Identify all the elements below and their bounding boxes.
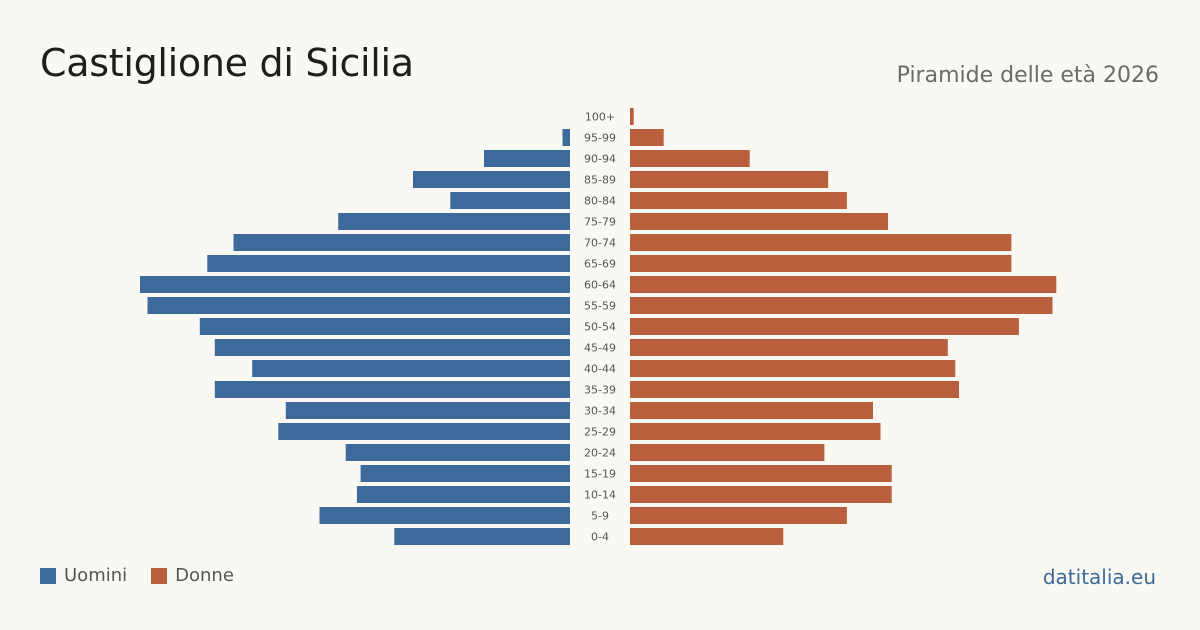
bar-men-15-19 [360, 465, 570, 482]
age-label-100+: 100+ [585, 111, 615, 124]
age-label-85-89: 85-89 [584, 174, 616, 187]
bar-men-80-84 [450, 192, 570, 209]
bar-men-0-4 [394, 528, 570, 545]
bar-women-5-9 [630, 507, 847, 524]
bar-men-5-9 [319, 507, 570, 524]
bar-women-10-14 [630, 486, 892, 503]
page-title: Castiglione di Sicilia [40, 41, 414, 85]
bar-women-100+ [630, 108, 634, 125]
bar-men-10-14 [356, 486, 570, 503]
age-label-30-34: 30-34 [584, 405, 616, 418]
bar-men-55-59 [147, 297, 570, 314]
bar-women-75-79 [630, 213, 888, 230]
bar-women-65-69 [630, 255, 1012, 272]
age-label-80-84: 80-84 [584, 195, 616, 208]
age-label-5-9: 5-9 [591, 510, 609, 523]
bar-men-75-79 [338, 213, 570, 230]
bar-men-35-39 [214, 381, 571, 398]
legend-item-men: Uomini [40, 565, 127, 586]
age-label-65-69: 65-69 [584, 258, 616, 271]
age-label-75-79: 75-79 [584, 216, 616, 229]
age-label-15-19: 15-19 [584, 468, 616, 481]
age-label-20-24: 20-24 [584, 447, 616, 460]
age-label-50-54: 50-54 [584, 321, 616, 334]
bar-women-30-34 [630, 402, 873, 419]
bar-women-95-99 [630, 129, 664, 146]
age-label-70-74: 70-74 [584, 237, 616, 250]
bar-men-65-69 [207, 255, 571, 272]
bar-women-45-49 [630, 339, 948, 356]
bar-men-45-49 [214, 339, 571, 356]
bar-women-85-89 [630, 171, 829, 188]
chart-subtitle: Piramide delle età 2026 [896, 63, 1159, 88]
bar-women-70-74 [630, 234, 1012, 251]
bar-women-60-64 [630, 276, 1057, 293]
legend-label-women: Donne [175, 565, 234, 586]
age-label-55-59: 55-59 [584, 300, 616, 313]
age-label-95-99: 95-99 [584, 132, 616, 145]
bar-men-70-74 [233, 234, 570, 251]
bar-women-55-59 [630, 297, 1053, 314]
legend-swatch-women [151, 567, 168, 584]
age-label-40-44: 40-44 [584, 363, 616, 376]
bar-men-85-89 [413, 171, 570, 188]
bar-women-90-94 [630, 150, 750, 167]
bar-men-30-34 [285, 402, 570, 419]
legend-item-women: Donne [151, 565, 234, 586]
bar-women-80-84 [630, 192, 847, 209]
age-label-35-39: 35-39 [584, 384, 616, 397]
brand-link[interactable]: datitalia.eu [1042, 565, 1156, 589]
bar-men-90-94 [484, 150, 570, 167]
bar-men-40-44 [252, 360, 570, 377]
age-label-45-49: 45-49 [584, 342, 616, 355]
bar-women-35-39 [630, 381, 959, 398]
bar-women-25-29 [630, 423, 881, 440]
bar-men-95-99 [562, 129, 570, 146]
bar-women-20-24 [630, 444, 825, 461]
age-label-10-14: 10-14 [584, 489, 616, 502]
bar-men-25-29 [278, 423, 570, 440]
legend-label-men: Uomini [64, 565, 128, 586]
age-label-90-94: 90-94 [584, 153, 616, 166]
age-label-60-64: 60-64 [584, 279, 616, 292]
bar-men-20-24 [345, 444, 570, 461]
bar-men-50-54 [199, 318, 571, 335]
bar-women-0-4 [630, 528, 784, 545]
legend-swatch-men [40, 567, 56, 584]
age-label-25-29: 25-29 [584, 426, 616, 439]
bar-women-50-54 [630, 318, 1019, 335]
age-label-0-4: 0-4 [591, 531, 609, 544]
bar-women-40-44 [630, 360, 956, 377]
bar-men-60-64 [140, 276, 570, 293]
bar-women-15-19 [630, 465, 892, 482]
legend: Uomini Donne [40, 565, 258, 586]
